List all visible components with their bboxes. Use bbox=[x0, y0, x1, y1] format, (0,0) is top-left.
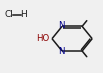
Text: H: H bbox=[20, 10, 27, 19]
Text: N: N bbox=[58, 21, 65, 31]
Text: N: N bbox=[58, 47, 65, 56]
Text: Cl: Cl bbox=[5, 10, 14, 19]
Text: HO: HO bbox=[36, 34, 49, 43]
